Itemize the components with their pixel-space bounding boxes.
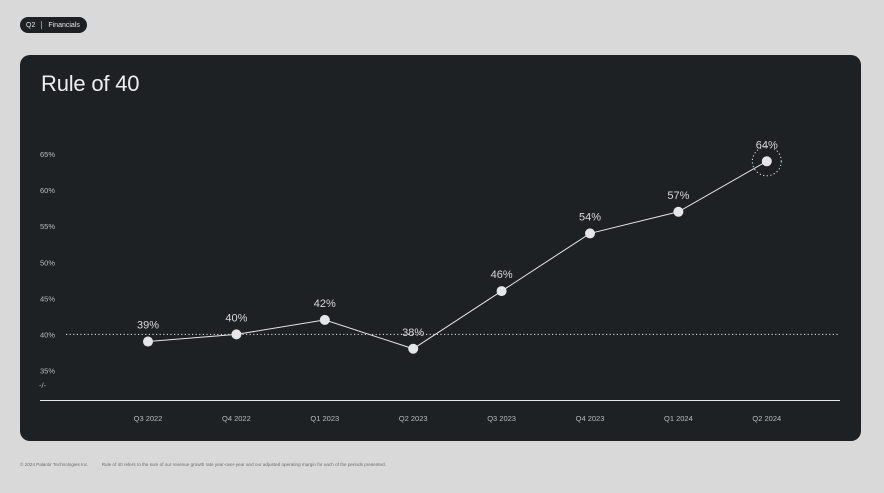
x-tick-label: Q3 2022 xyxy=(134,414,163,423)
y-tick-label: 35% xyxy=(40,366,55,375)
x-tick-label: Q1 2023 xyxy=(310,414,339,423)
section-badge: Q2 Financials xyxy=(20,17,87,33)
y-tick-label: 60% xyxy=(40,186,55,195)
y-tick-label: 50% xyxy=(40,258,55,267)
x-tick-label: Q2 2024 xyxy=(752,414,781,423)
footer-note: Rule of 40 refers to the sum of our reve… xyxy=(101,462,386,467)
x-tick-label: Q4 2023 xyxy=(576,414,605,423)
y-tick-label: 55% xyxy=(40,222,55,231)
x-tick-label: Q2 2023 xyxy=(399,414,428,423)
chart-card: Rule of 40 35% 40% 45% 50% 55% 60% 65% -/- Q3 20… xyxy=(20,55,861,441)
data-point xyxy=(585,228,595,239)
chart-title: Rule of 40 xyxy=(41,71,140,96)
footer: © 2024 Palantir Technologies Inc. Rule o… xyxy=(20,462,386,467)
data-point xyxy=(143,336,153,347)
data-label: 42% xyxy=(314,298,336,310)
data-point xyxy=(231,329,242,340)
y-tick-label: 45% xyxy=(40,294,55,303)
data-label: 40% xyxy=(225,312,247,324)
data-label: 38% xyxy=(402,327,424,339)
data-label: 64% xyxy=(756,139,778,151)
axis-break-label: -/- xyxy=(39,381,47,390)
data-label: 57% xyxy=(667,190,689,202)
badge-section: Financials xyxy=(48,21,80,29)
badge-divider xyxy=(41,21,43,29)
data-point xyxy=(408,343,419,354)
data-label: 46% xyxy=(491,269,513,281)
data-point xyxy=(319,314,330,325)
data-point xyxy=(761,156,772,167)
footer-copyright: © 2024 Palantir Technologies Inc. xyxy=(20,462,89,467)
x-tick-label: Q4 2022 xyxy=(222,414,251,423)
data-point xyxy=(673,206,684,217)
badge-quarter: Q2 xyxy=(26,21,36,29)
data-label: 39% xyxy=(137,320,159,332)
data-point xyxy=(496,286,507,297)
rule-of-40-chart: 35% 40% 45% 50% 55% 60% 65% -/- Q3 2022 Q4 2022 Q1… xyxy=(39,139,840,423)
data-label: 54% xyxy=(579,211,601,223)
y-tick-label: 65% xyxy=(40,150,55,159)
y-tick-label: 40% xyxy=(40,330,55,339)
x-tick-label: Q3 2023 xyxy=(487,414,516,423)
highlight-ring xyxy=(751,146,782,177)
x-tick-label: Q1 2024 xyxy=(664,414,693,423)
series-line xyxy=(147,160,768,350)
